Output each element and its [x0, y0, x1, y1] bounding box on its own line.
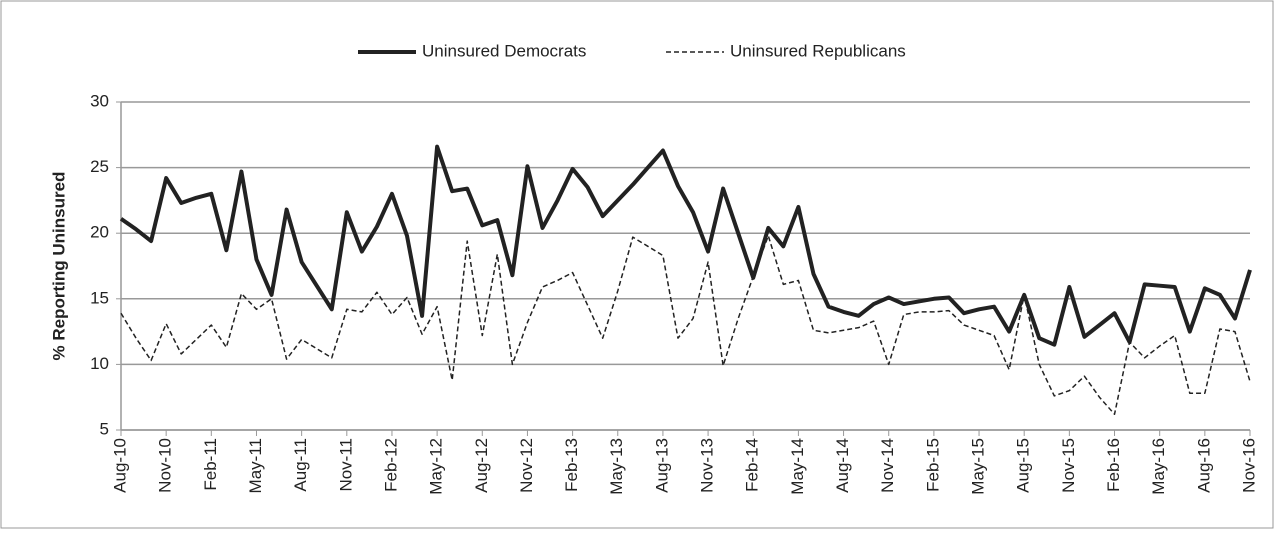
x-tick-label: Nov-14: [878, 438, 897, 493]
x-tick-label: Nov-12: [517, 438, 536, 493]
x-tick-label: May-12: [427, 438, 446, 495]
series-line: [119, 144, 1252, 347]
y-tick-label: 20: [90, 223, 109, 242]
x-tick-label: May-13: [607, 438, 626, 495]
x-tick-label: Nov-16: [1239, 438, 1258, 493]
series-line: [120, 235, 1251, 416]
x-tick-label: Nov-13: [698, 438, 717, 493]
x-tick-label: Aug-15: [1014, 438, 1033, 493]
x-tick-label: Nov-15: [1059, 438, 1078, 493]
x-tick-label: Feb-15: [923, 438, 942, 492]
x-tick-label: Aug-10: [110, 438, 129, 493]
y-tick-label: 10: [90, 354, 109, 373]
x-tick-label: Aug-16: [1194, 438, 1213, 493]
x-tick-label: Feb-14: [743, 438, 762, 492]
legend-label: Uninsured Democrats: [422, 41, 586, 60]
y-tick-label: 15: [90, 288, 109, 307]
x-tick-label: Aug-14: [833, 438, 852, 493]
x-tick-label: Feb-13: [562, 438, 581, 492]
x-tick-label: May-11: [246, 438, 265, 493]
x-tick-label: Nov-11: [336, 438, 355, 492]
x-tick-label: Aug-12: [472, 438, 491, 493]
x-tick-label: Feb-16: [1104, 438, 1123, 492]
y-tick-label: 30: [90, 91, 109, 110]
y-axis-label: % Reporting Uninsured: [49, 172, 68, 361]
x-tick-label: May-15: [969, 438, 988, 495]
x-tick-label: Nov-10: [156, 438, 175, 493]
y-tick-label: 5: [100, 419, 109, 438]
x-tick-label: Feb-11: [201, 438, 220, 491]
x-tick-label: Aug-11: [291, 438, 310, 492]
x-tick-label: Feb-12: [381, 438, 400, 492]
legend-label: Uninsured Republicans: [730, 41, 906, 60]
x-tick-label: Aug-13: [652, 438, 671, 493]
x-tick-label: May-14: [788, 438, 807, 495]
y-tick-label: 25: [90, 157, 109, 176]
x-tick-label: May-16: [1149, 438, 1168, 495]
